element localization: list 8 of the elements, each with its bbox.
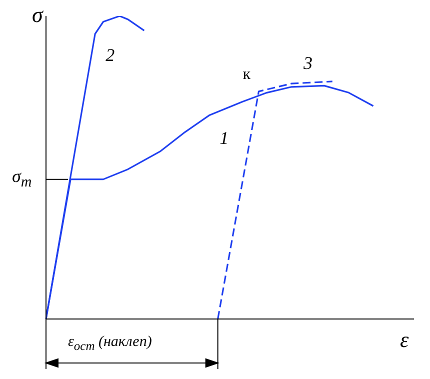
ref-line-label: σ$_{т}$ [12,166,32,191]
series-label: 2 [106,45,115,65]
text: ε$_{ост}$ (наклеп) [68,334,152,353]
y-axis-title: σ [32,2,43,27]
series-label: 3 [303,52,312,73]
annotation: к [242,66,250,84]
x-axis-title: ε [400,327,409,352]
series-label: 1 [220,128,229,148]
